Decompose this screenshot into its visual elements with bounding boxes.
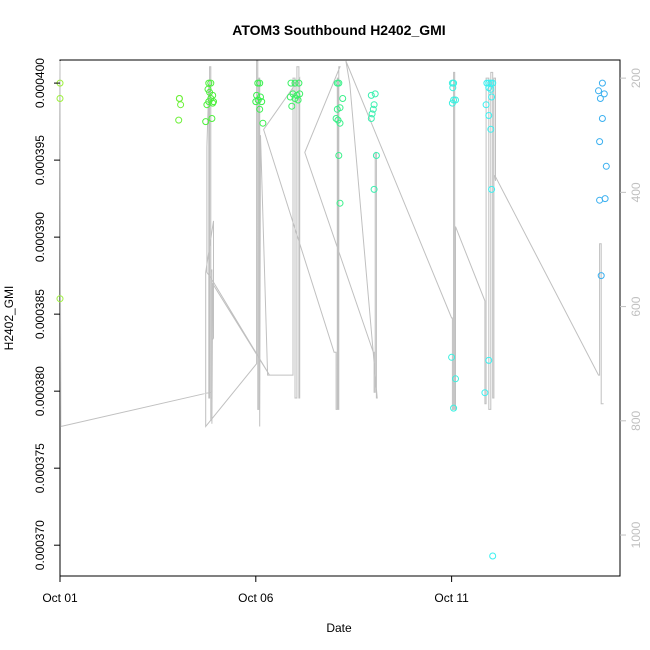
data-point [56,95,64,102]
x-tick-label: Oct 11 [434,591,469,605]
x-tick-label: Oct 06 [238,591,274,605]
data-point [488,185,496,193]
y2-tick-label: 600 [629,296,643,316]
data-point [595,87,602,95]
y-tick-label: 0.000380 [33,366,47,416]
data-point [256,105,264,113]
data-point [286,93,294,101]
data-point [488,93,496,101]
line-series [59,60,604,428]
y-tick-label: 0.000395 [33,135,47,185]
data-point [368,110,376,118]
data-point [450,79,458,87]
data-point [485,84,493,92]
data-point [602,162,610,170]
data-point [339,95,347,102]
data-point [208,115,216,122]
data-point [597,272,605,280]
data-point [448,99,456,107]
data-point [291,79,299,87]
x-axis-label: Date [326,621,352,635]
plot-frame [59,59,621,577]
data-point [371,90,379,98]
data-point [295,79,303,87]
data-point [336,199,344,207]
data-point [202,118,210,126]
data-point [598,115,606,122]
y-tick-label: 0.000375 [33,443,47,493]
y2-tick-label: 400 [629,182,643,202]
y2-tick-label: 200 [629,68,643,88]
y2-tick-label: 800 [629,410,643,430]
x-tick-label: Oct 01 [42,591,78,605]
data-point [367,91,375,99]
data-point [335,152,343,159]
data-point [450,404,458,412]
data-point [485,112,493,119]
data-point [370,185,378,193]
data-point [207,79,215,87]
y-tick-label: 0.000390 [33,212,47,262]
y2-axis: 200 400 600 800 1000 [620,68,643,548]
data-point [56,295,64,303]
y-axis-label: H2402_GMI [2,286,16,351]
data-point [370,101,378,109]
data-point [487,85,495,93]
data-point [254,79,262,87]
y2-tick-label: 1000 [629,521,643,548]
y-tick-label: 0.000385 [33,289,47,339]
data-point [482,101,490,109]
data-point [177,101,185,109]
data-point [450,96,458,104]
data-point [596,196,604,204]
data-point [600,90,608,98]
data-point [596,138,604,146]
data-point [287,79,295,87]
data-point [449,84,457,92]
y-axis: 0.000370 0.000375 0.000380 0.000385 0.000390… [33,58,60,570]
series-line [59,60,604,428]
data-point [288,102,296,110]
data-point [485,79,493,87]
y-tick-label: 0.000370 [33,520,47,570]
data-point [175,116,183,124]
chart-title: ATOM3 Southbound H2402_GMI [232,22,445,38]
data-point [294,96,302,104]
data-point [487,125,495,133]
data-point [489,79,497,87]
data-point [209,99,217,107]
data-point [448,353,456,361]
data-point [259,119,267,127]
data-point [485,356,493,364]
data-point [481,389,489,397]
data-point [598,79,606,87]
points-layer [56,79,610,560]
data-point [372,152,380,159]
data-point [489,552,497,560]
x-axis: Oct 01 Oct 06 Oct 11 [42,575,469,605]
data-point [256,79,264,87]
data-point [332,115,340,122]
data-point [175,95,183,102]
data-point [596,95,604,102]
data-point [367,115,375,122]
data-point [369,105,377,113]
data-point [336,119,344,127]
data-point [333,105,341,113]
y-tick-label: 0.000400 [33,58,47,108]
data-point [252,98,260,106]
data-point [335,79,343,87]
data-point [452,375,459,383]
